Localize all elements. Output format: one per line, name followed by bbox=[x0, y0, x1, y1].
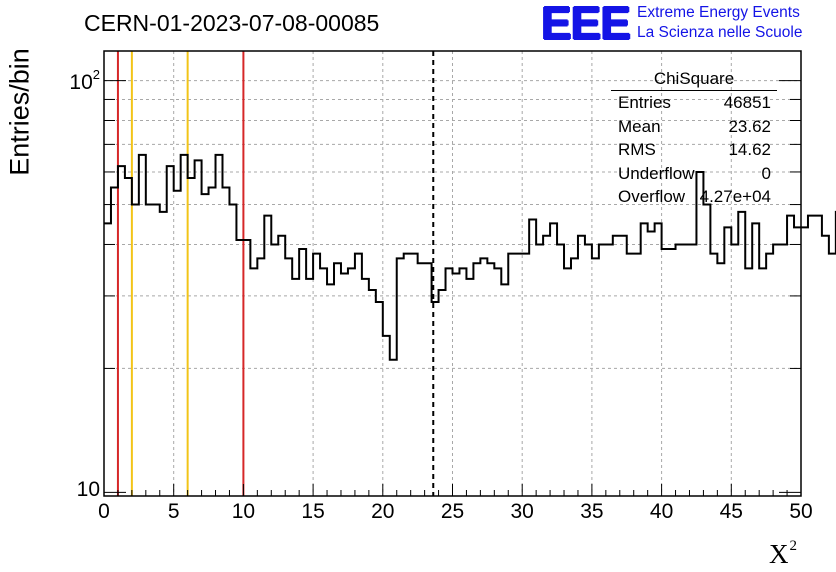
y-axis-label: Entries/bin bbox=[4, 48, 35, 176]
x-tick-label: 5 bbox=[167, 500, 180, 523]
stats-row-rms: RMS 14.62 bbox=[611, 138, 777, 162]
logo-line-2: La Scienza nelle Scuole bbox=[637, 24, 803, 41]
plot-frame bbox=[103, 50, 802, 497]
stats-label: Entries bbox=[618, 93, 671, 112]
x-tick-label: 40 bbox=[649, 500, 674, 523]
stats-row-overflow: Overflow 4.27e+04 bbox=[611, 185, 777, 209]
x-tick-label: 25 bbox=[440, 500, 465, 523]
x-tick-label: 0 bbox=[98, 500, 110, 523]
x-tick-label: 20 bbox=[371, 500, 395, 523]
stats-value: 4.27e+04 bbox=[699, 187, 771, 206]
x-tick-label: 30 bbox=[510, 500, 534, 523]
y-tick-label: 10 bbox=[77, 478, 100, 502]
x-tick-label: 10 bbox=[231, 500, 256, 523]
stats-box: ChiSquare Entries 46851 Mean 23.62 RMS 1… bbox=[611, 68, 777, 209]
stats-label: RMS bbox=[618, 140, 656, 159]
stats-value: 23.62 bbox=[728, 116, 771, 136]
stats-row-underflow: Underflow 0 bbox=[611, 162, 777, 186]
grid-lines bbox=[104, 51, 801, 496]
stats-value: 0 bbox=[761, 163, 771, 183]
x-axis-label-text: X bbox=[769, 539, 789, 569]
histogram-series bbox=[104, 153, 836, 361]
x-axis-label: X2 bbox=[769, 538, 797, 570]
stats-row-mean: Mean 23.62 bbox=[611, 115, 777, 139]
chart-title: CERN-01-2023-07-08-00085 bbox=[84, 10, 380, 36]
stats-label: Mean bbox=[618, 116, 661, 136]
x-axis-label-sup: 2 bbox=[789, 538, 798, 554]
stats-title: ChiSquare bbox=[611, 68, 777, 91]
x-tick-label: 50 bbox=[789, 500, 813, 523]
stats-row-entries: Entries 46851 bbox=[611, 91, 777, 115]
x-tick-label: 45 bbox=[719, 500, 743, 523]
stats-label: Underflow bbox=[618, 163, 695, 183]
y-tick-label: 102 bbox=[69, 67, 100, 95]
stats-value: 46851 bbox=[723, 93, 771, 112]
stats-label: Overflow bbox=[618, 187, 686, 206]
y-tick-label-sup: 2 bbox=[92, 66, 100, 82]
y-tick-label-base: 10 bbox=[69, 70, 93, 94]
y-tick-label-base: 10 bbox=[76, 478, 100, 502]
x-tick-label: 15 bbox=[301, 500, 325, 523]
stats-value: 14.62 bbox=[728, 140, 771, 159]
marker-lines bbox=[116, 51, 435, 496]
logo-line-1: Extreme Energy Events bbox=[637, 4, 800, 21]
eee-logo: EEE bbox=[541, 0, 631, 49]
x-tick-label: 35 bbox=[580, 500, 604, 523]
